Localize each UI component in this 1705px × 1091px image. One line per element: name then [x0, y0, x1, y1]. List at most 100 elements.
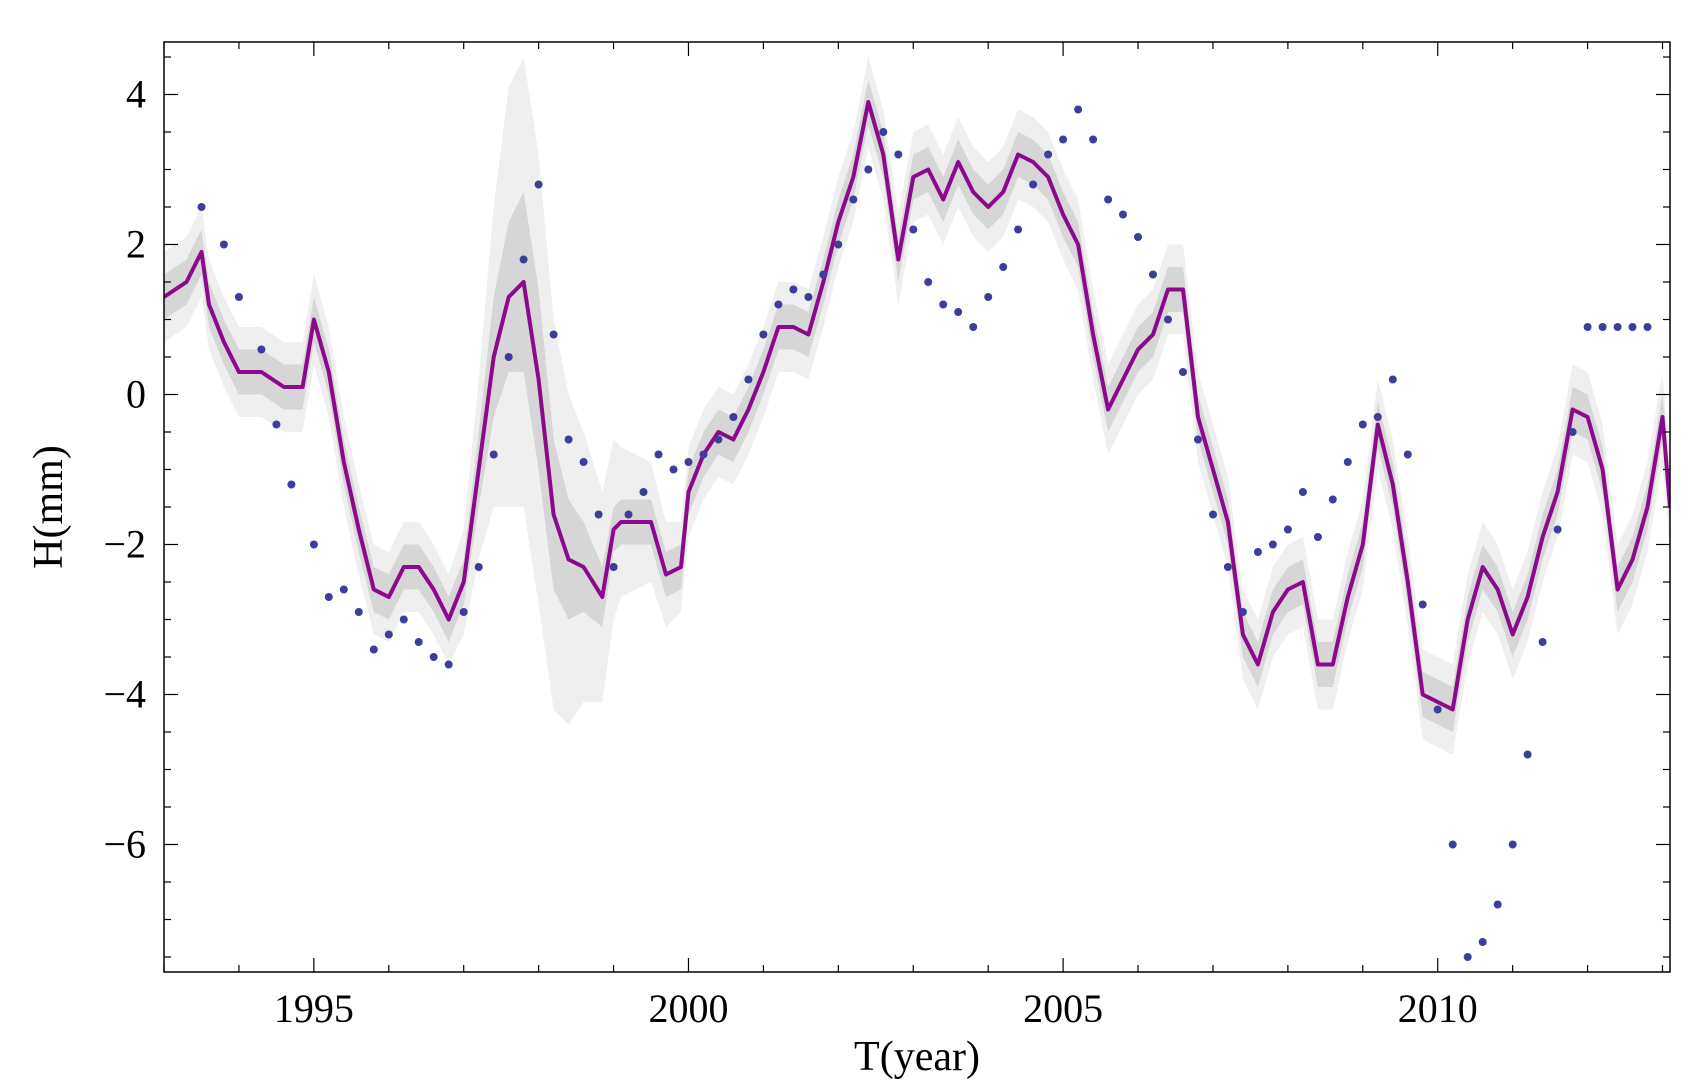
data-point [444, 660, 453, 669]
data-point [699, 450, 708, 459]
data-point [774, 300, 783, 309]
data-point [1238, 608, 1247, 616]
data-point [864, 165, 873, 174]
x-tick-label: 2010 [1398, 986, 1478, 1031]
data-point [669, 465, 678, 474]
data-point [354, 608, 363, 616]
data-point [1059, 135, 1068, 144]
data-point [564, 435, 573, 444]
data-point [287, 480, 296, 489]
data-point [1074, 105, 1083, 114]
data-point [519, 255, 528, 264]
data-point [1119, 210, 1127, 219]
inner-uncertainty-band [164, 79, 1670, 732]
y-tick-label: 2 [126, 222, 146, 267]
data-point [1328, 495, 1337, 504]
y-tick-labels: 4 2 0 −2 −4 −6 [103, 72, 146, 867]
y-axis-title: H(mm) [26, 445, 72, 569]
data-point [999, 263, 1008, 271]
data-point [819, 270, 828, 279]
data-point [1418, 600, 1427, 609]
data-point [1313, 533, 1322, 541]
data-point [879, 128, 888, 136]
data-point [729, 413, 738, 421]
axis-ticks [163, 42, 1670, 972]
data-point [579, 458, 588, 466]
y-tick-label: 4 [126, 72, 146, 117]
data-point [504, 353, 513, 361]
data-point [1463, 953, 1472, 961]
data-point [1388, 375, 1397, 384]
model-line [164, 100, 1670, 712]
data-point [609, 563, 618, 571]
data-point [414, 638, 423, 646]
data-point [1194, 435, 1202, 444]
data-point [1643, 323, 1652, 331]
data-point [759, 330, 768, 339]
data-point [849, 195, 858, 204]
data-point [1478, 938, 1487, 946]
y-tick-label: 0 [126, 372, 146, 417]
x-axis-title: T(year) [854, 1034, 980, 1080]
observation-points-layer [197, 105, 1652, 961]
data-point [324, 593, 333, 601]
y-tick-label: −2 [103, 522, 146, 567]
data-point [1029, 180, 1038, 189]
data-point [399, 615, 408, 624]
data-point [834, 240, 843, 249]
data-point [1089, 135, 1098, 144]
data-point [1598, 323, 1607, 331]
data-point [549, 330, 558, 339]
data-point [197, 203, 206, 211]
data-point [1223, 563, 1232, 571]
data-point [474, 563, 483, 571]
x-tick-label: 2005 [1023, 986, 1103, 1031]
data-point [1433, 705, 1442, 714]
data-point [1104, 195, 1113, 204]
data-point [1493, 900, 1502, 909]
data-point [714, 435, 723, 444]
data-point [924, 278, 933, 286]
data-point [1628, 323, 1637, 331]
data-point [219, 240, 228, 249]
data-point [1179, 368, 1187, 376]
y-tick-label: −6 [103, 822, 146, 867]
data-point [969, 323, 978, 331]
data-point [654, 450, 663, 459]
data-point [594, 510, 603, 519]
data-point [1553, 525, 1562, 534]
data-point [1613, 323, 1622, 331]
data-point [429, 653, 438, 661]
y-tick-label: −4 [103, 672, 146, 717]
data-point [459, 608, 468, 616]
data-point [1523, 750, 1532, 759]
data-point [909, 225, 918, 234]
data-point [1538, 638, 1547, 646]
data-point [339, 585, 348, 594]
data-point [1268, 540, 1277, 549]
data-point [804, 293, 813, 301]
data-point [1358, 420, 1367, 429]
data-point [489, 450, 498, 459]
x-tick-label: 2000 [648, 986, 728, 1031]
x-tick-labels: 1995 2000 2005 2010 [274, 986, 1478, 1031]
data-point [1403, 450, 1412, 459]
data-point [1568, 428, 1577, 436]
data-point [894, 150, 903, 159]
data-point [1283, 525, 1292, 534]
data-point [1508, 840, 1517, 849]
data-point [1044, 150, 1053, 159]
data-point [1253, 548, 1262, 556]
data-point [309, 540, 318, 549]
data-point [369, 645, 378, 654]
data-point [1014, 225, 1023, 234]
data-point [534, 180, 543, 189]
uncertainty-bands [164, 57, 1670, 755]
data-point [1298, 488, 1307, 496]
data-point [1448, 840, 1457, 849]
data-point [939, 300, 948, 309]
data-point [384, 630, 393, 639]
data-point [1343, 458, 1352, 466]
data-point [954, 308, 963, 316]
